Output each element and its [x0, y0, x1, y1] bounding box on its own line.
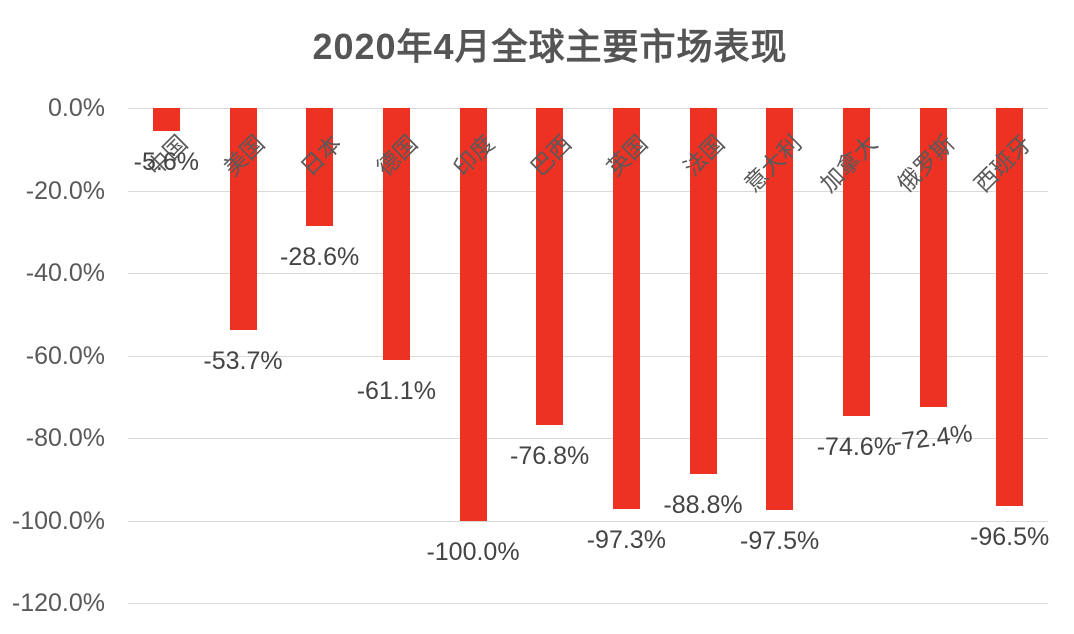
- data-label: -88.8%: [663, 491, 743, 520]
- bar[interactable]: [152, 108, 180, 132]
- gridline: [128, 520, 1048, 522]
- bar[interactable]: [382, 108, 410, 361]
- bar[interactable]: [459, 108, 487, 521]
- bar[interactable]: [306, 108, 334, 226]
- data-label: -28.6%: [280, 242, 360, 271]
- data-label: -74.6%: [816, 432, 896, 461]
- y-axis-tick-label: -120.0%: [11, 589, 105, 617]
- bar[interactable]: [996, 108, 1024, 507]
- data-label: -5.6%: [133, 148, 199, 177]
- bar[interactable]: [612, 108, 640, 510]
- gridline: [128, 190, 1048, 192]
- y-axis-tick-label: -100.0%: [11, 506, 105, 535]
- bar[interactable]: [919, 108, 947, 407]
- y-axis-tick-label: -80.0%: [25, 424, 105, 452]
- data-label: -72.4%: [891, 418, 974, 457]
- bar[interactable]: [842, 108, 870, 416]
- bar[interactable]: [689, 108, 717, 475]
- data-label: -53.7%: [203, 346, 283, 375]
- data-label: -61.1%: [356, 377, 436, 406]
- data-label: -76.8%: [510, 441, 590, 470]
- data-label: -100.0%: [426, 537, 520, 566]
- y-axis-tick-label: -20.0%: [25, 176, 105, 205]
- y-axis-tick-label: -60.0%: [25, 341, 105, 370]
- gridline: [128, 438, 1048, 439]
- data-label: -97.3%: [586, 526, 666, 555]
- gridline: [128, 108, 1048, 109]
- bar[interactable]: [766, 108, 794, 511]
- data-label: -96.5%: [970, 523, 1050, 552]
- gridline: [128, 273, 1048, 274]
- y-axis-tick-label: 0.0%: [48, 94, 105, 122]
- y-axis-tick-label: -40.0%: [25, 259, 105, 287]
- gridline: [128, 603, 1048, 604]
- gridline: [128, 355, 1048, 357]
- bar[interactable]: [229, 108, 257, 330]
- bar[interactable]: [536, 108, 564, 425]
- data-label: -97.5%: [740, 527, 820, 556]
- chart-title: 2020年4月全球主要市场表现: [312, 26, 788, 67]
